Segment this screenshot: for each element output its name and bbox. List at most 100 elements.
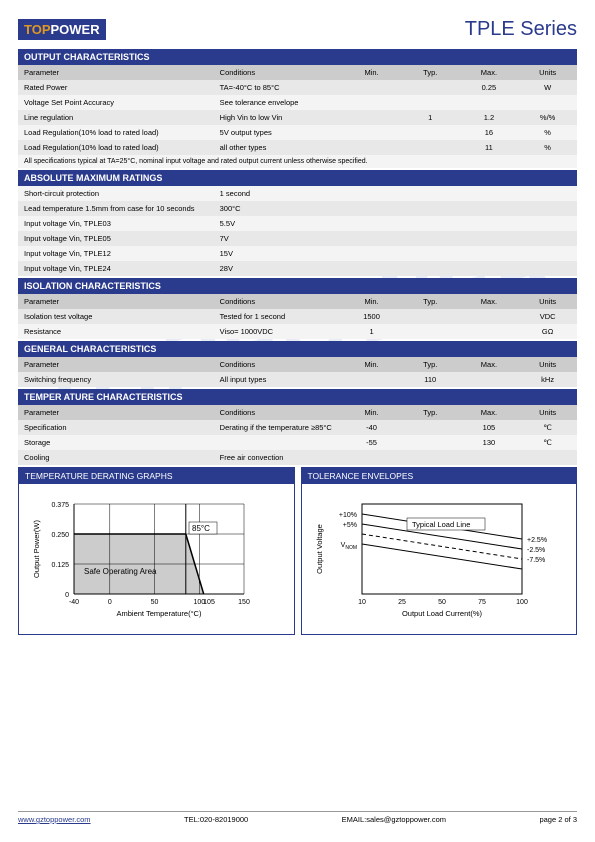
col-param: Parameter [18,65,214,80]
cell: 11 [460,140,519,155]
cell: Input voltage Vin, TPLE24 [18,261,214,276]
cell: Input voltage Vin, TPLE05 [18,231,214,246]
col-cond: Conditions [214,357,343,372]
tolerance-svg: +10% +5% VNOM +2.5% -2.5% -7.5% Typical … [312,494,562,624]
cell [401,309,460,324]
cell [342,450,401,465]
cell: Isolation test voltage [18,309,214,324]
section-output-title: OUTPUT CHARACTERISTICS [18,49,577,65]
footer-url[interactable]: www.gztoppower.com [18,815,91,824]
cell: -55 [342,435,401,450]
cell: 1 [342,324,401,339]
col-typ: Typ. [401,357,460,372]
cell: all other types [214,140,343,155]
isolation-table: Parameter Conditions Min. Typ. Max. Unit… [18,294,577,339]
general-table: Parameter Conditions Min. Typ. Max. Unit… [18,357,577,387]
cell: See tolerance envelope [214,95,343,110]
col-typ: Typ. [401,294,460,309]
cell: Switching frequency [18,372,214,387]
cell: 300°C [214,201,577,216]
col-max: Max. [460,65,519,80]
cell: 105 [460,420,519,435]
cell: Load Regulation(10% load to rated load) [18,125,214,140]
logo: TOPPOWER [18,19,106,40]
col-max: Max. [460,294,519,309]
cell: Input voltage Vin, TPLE12 [18,246,214,261]
cell [401,435,460,450]
cell: 5V output types [214,125,343,140]
footer-email: EMAIL:sales@gztoppower.com [342,815,446,824]
col-units: Units [518,405,577,420]
svg-text:0.375: 0.375 [51,502,69,509]
cell: 5.5V [214,216,577,231]
cell [342,125,401,140]
cell: 1.2 [460,110,519,125]
derating-title: TEMPERATURE DERATING GRAPHS [19,468,294,484]
svg-text:Output Voltage: Output Voltage [315,524,324,574]
section-isolation-title: ISOLATION CHARACTERISTICS [18,278,577,294]
logo-top: TOP [24,22,51,37]
svg-text:-40: -40 [69,599,79,606]
cell: Short-circuit protection [18,186,214,201]
svg-text:-2.5%: -2.5% [527,547,545,554]
cell [342,110,401,125]
cell: 1 [401,110,460,125]
cell: 0.25 [460,80,519,95]
cell [460,450,519,465]
cell: Specification [18,420,214,435]
cell: Line regulation [18,110,214,125]
page-header: TOPPOWER TPLE Series [18,18,577,41]
svg-text:Output Load Current(%): Output Load Current(%) [401,609,482,618]
svg-text:+5%: +5% [342,522,356,529]
svg-text:105: 105 [203,599,215,606]
cell [401,140,460,155]
col-min: Min. [342,357,401,372]
section-absmax-title: ABSOLUTE MAXIMUM RATINGS [18,170,577,186]
svg-text:Output Power(W): Output Power(W) [32,520,41,578]
cell: TA=-40°C to 85°C [214,80,343,95]
cell [401,324,460,339]
derating-chart: TEMPERATURE DERATING GRAPHS [18,467,295,635]
cell [401,450,460,465]
footer: www.gztoppower.com TEL:020-82019000 EMAI… [18,811,577,824]
svg-text:Typical Load Line: Typical Load Line [412,520,470,529]
svg-text:Ambient Temperature(°C): Ambient Temperature(°C) [117,609,202,618]
svg-text:Safe Operating Area: Safe Operating Area [84,567,157,576]
cell: ℃ [518,420,577,435]
cell [342,140,401,155]
svg-text:VNOM: VNOM [340,542,356,551]
svg-text:0: 0 [65,592,69,599]
cell [342,80,401,95]
svg-text:0.125: 0.125 [51,562,69,569]
cell: %/% [518,110,577,125]
cell: All input types [214,372,343,387]
cell: -40 [342,420,401,435]
cell [518,95,577,110]
cell: Voltage Set Point Accuracy [18,95,214,110]
svg-text:-7.5%: -7.5% [527,557,545,564]
cell [342,95,401,110]
cell: Cooling [18,450,214,465]
col-cond: Conditions [214,65,343,80]
cell: Rated Power [18,80,214,95]
svg-text:85°C: 85°C [192,524,210,533]
cell: Load Regulation(10% load to rated load) [18,140,214,155]
section-temp-title: TEMPER ATURE CHARACTERISTICS [18,389,577,405]
svg-text:+2.5%: +2.5% [527,537,547,544]
col-typ: Typ. [401,65,460,80]
footer-page: page 2 of 3 [539,815,577,824]
cell: 110 [401,372,460,387]
col-typ: Typ. [401,405,460,420]
col-min: Min. [342,405,401,420]
col-max: Max. [460,405,519,420]
col-cond: Conditions [214,294,343,309]
cell [401,95,460,110]
col-min: Min. [342,65,401,80]
cell: 1 second [214,186,577,201]
output-table: Parameter Conditions Min. Typ. Max. Unit… [18,65,577,155]
svg-text:+10%: +10% [338,512,356,519]
cell [518,450,577,465]
cell: Resistance [18,324,214,339]
cell: % [518,140,577,155]
svg-text:150: 150 [238,599,250,606]
